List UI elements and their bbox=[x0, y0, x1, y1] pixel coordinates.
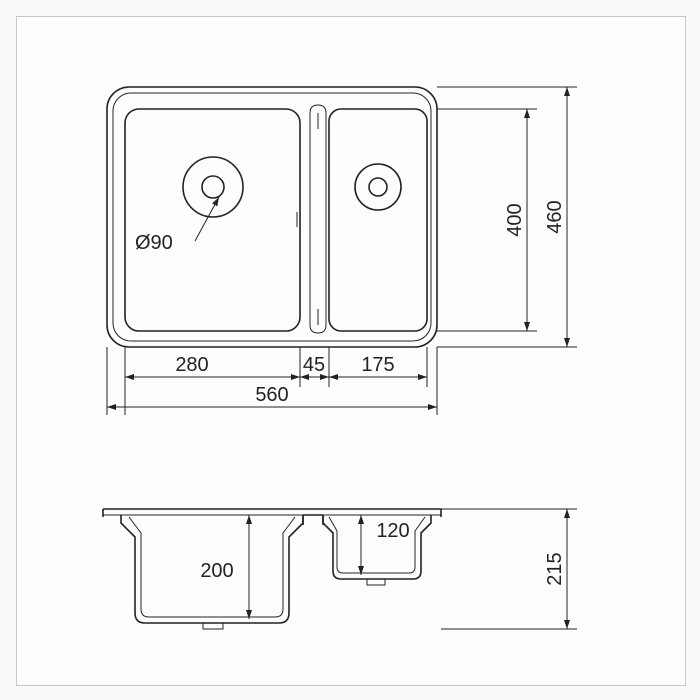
top-view bbox=[107, 87, 437, 347]
side-drain-inner bbox=[369, 178, 387, 196]
dim-drain: Ø90 bbox=[135, 232, 173, 254]
drain-diameter-label: Ø90 bbox=[135, 197, 219, 254]
dim-depth-side: 120 bbox=[376, 520, 409, 542]
main-bowl bbox=[125, 109, 300, 331]
dim-width-main: 280 bbox=[175, 354, 208, 376]
width-dimensions: 280 45 175 560 bbox=[107, 347, 437, 415]
dim-height-outer: 460 bbox=[544, 200, 566, 233]
dim-height-inner: 400 bbox=[504, 203, 526, 236]
height-dimensions: 400 460 bbox=[437, 87, 577, 347]
dim-width-total: 560 bbox=[255, 384, 288, 406]
dim-width-divider: 45 bbox=[303, 354, 325, 376]
side-bowl bbox=[329, 109, 427, 331]
dim-depth-main: 200 bbox=[200, 560, 233, 582]
dim-depth-total: 215 bbox=[544, 552, 566, 585]
side-drain-outer bbox=[355, 164, 401, 210]
dim-width-side: 175 bbox=[361, 354, 394, 376]
depth-dimensions: 200 120 215 bbox=[200, 509, 577, 629]
divider-strip bbox=[310, 105, 326, 333]
main-drain-inner bbox=[202, 176, 224, 198]
